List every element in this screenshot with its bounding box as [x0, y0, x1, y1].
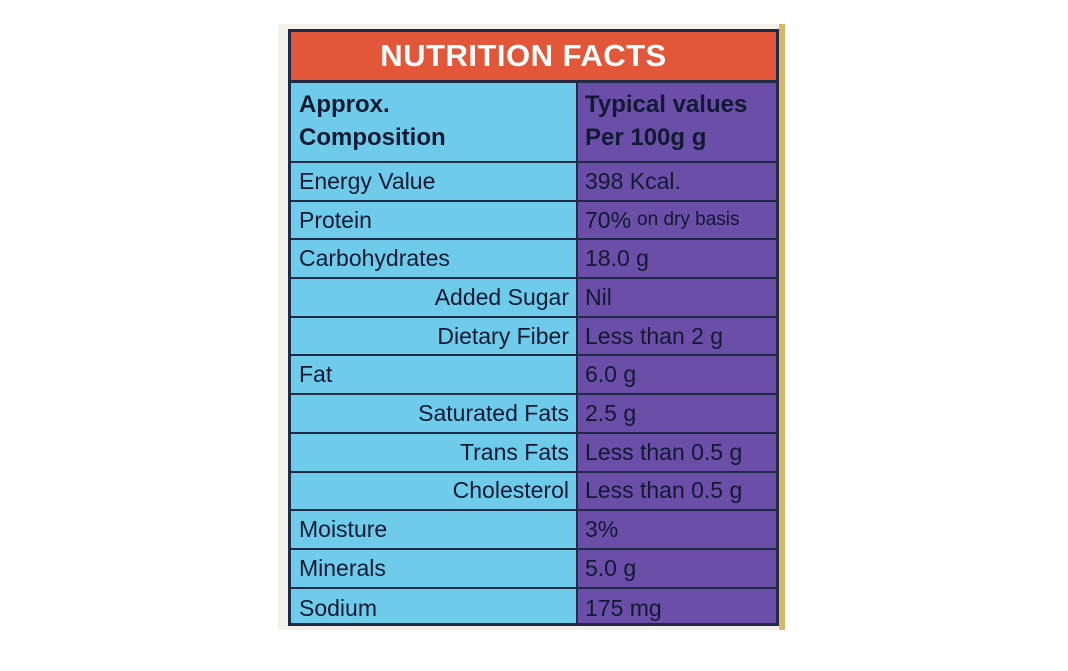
nutrient-name: Trans Fats — [459, 438, 569, 465]
table-row: Protein 70% on dry basis — [291, 202, 776, 241]
nutrient-value-text: 2.5 g — [585, 400, 637, 427]
nutrient-value: 5.0 g — [585, 550, 772, 587]
nutrient-value-text: 3% — [585, 516, 619, 543]
nutrient-name: Minerals — [299, 554, 386, 581]
nutrient-value-note: on dry basis — [637, 209, 740, 231]
nutrient-value-text: Nil — [585, 283, 612, 310]
nutrient-value-text: 70% — [585, 206, 632, 233]
nutrient-value: 398 Kcal. — [585, 163, 772, 200]
nutrient-value: 2.5 g — [585, 395, 772, 432]
table-row: Cholesterol Less than 0.5 g — [291, 473, 776, 512]
nutrient-value-text: Less than 2 g — [585, 322, 724, 349]
table-row: Trans Fats Less than 0.5 g — [291, 434, 776, 473]
nutrient-value-text: 398 Kcal. — [585, 167, 681, 194]
package-edge — [779, 24, 785, 630]
composition-header-line1: Approx. — [299, 90, 390, 118]
nutrient-value-text: Less than 0.5 g — [585, 438, 743, 465]
nutrient-name: Sodium — [299, 594, 377, 621]
table-row: Energy Value 398 Kcal. — [291, 163, 776, 202]
composition-header-line2: Composition — [299, 123, 446, 151]
nutrient-name: Saturated Fats — [418, 400, 569, 427]
table-row: Added Sugar Nil — [291, 279, 776, 318]
nutrient-value-text: 175 mg — [585, 594, 662, 621]
nutrient-value: 6.0 g — [585, 357, 772, 394]
nutrient-name: Dietary Fiber — [437, 322, 569, 349]
table-row: Dietary Fiber Less than 2 g — [291, 318, 776, 357]
values-header-line2: Per 100g g — [585, 123, 707, 151]
nutrient-value: 70% on dry basis — [585, 202, 772, 239]
values-header-line1: Typical values — [585, 90, 748, 118]
table-row: Carbohydrates 18.0 g — [291, 240, 776, 280]
table-row: Fat 6.0 g — [291, 357, 776, 396]
nutrition-facts-header: NUTRITION FACTS — [291, 32, 776, 83]
table-row: Saturated Fats 2.5 g — [291, 395, 776, 434]
values-column-background — [576, 80, 776, 623]
nutrient-value: Less than 0.5 g — [585, 434, 772, 471]
nutrient-name: Cholesterol — [452, 477, 569, 504]
values-header: Typical values Per 100g g — [585, 80, 772, 161]
nutrient-value: Less than 0.5 g — [585, 473, 772, 510]
nutrient-value-text: 6.0 g — [585, 361, 637, 388]
nutrient-name: Moisture — [299, 516, 388, 543]
table-row: Minerals 5.0 g — [291, 550, 776, 589]
nutrient-value: Nil — [585, 279, 772, 316]
table-row: Moisture 3% — [291, 511, 776, 550]
nutrient-value-text: Less than 0.5 g — [585, 477, 743, 504]
nutrient-value: Less than 2 g — [585, 318, 772, 355]
nutrient-name: Carbohydrates — [299, 245, 450, 272]
nutrition-facts-title: NUTRITION FACTS — [380, 38, 667, 73]
nutrient-value-text: 18.0 g — [585, 245, 649, 272]
nutrient-name: Fat — [299, 361, 333, 388]
table-row: Sodium 175 mg — [291, 589, 776, 628]
nutrient-name: Protein — [299, 206, 372, 233]
composition-header: Approx. Composition — [299, 80, 569, 161]
nutrient-value: 3% — [585, 511, 772, 548]
nutrient-name: Energy Value — [299, 167, 436, 194]
nutrient-value: 175 mg — [585, 589, 772, 628]
column-header-row: Approx. Composition Typical values Per 1… — [291, 80, 776, 163]
nutrient-name: Added Sugar — [434, 283, 569, 310]
nutrient-value-text: 5.0 g — [585, 554, 637, 581]
nutrient-value: 18.0 g — [585, 240, 772, 277]
nutrition-facts-label: NUTRITION FACTS Approx. Composition Typi… — [288, 29, 779, 626]
